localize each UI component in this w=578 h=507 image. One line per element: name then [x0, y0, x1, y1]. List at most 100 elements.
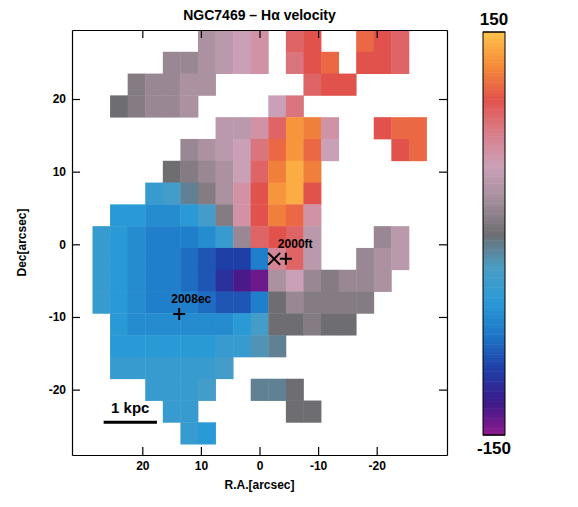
colorbar-strip — [483, 160, 505, 164]
heat-cell — [163, 52, 181, 74]
heat-cell — [286, 117, 304, 139]
heat-cell — [216, 313, 234, 335]
heat-cell — [198, 422, 216, 444]
colorbar-strip — [483, 82, 505, 86]
tick — [201, 30, 202, 38]
heat-cell — [198, 204, 216, 226]
colorbar-strip — [483, 39, 505, 43]
colorbar-strip — [483, 432, 505, 436]
heat-cell — [374, 226, 392, 248]
heat-cell — [93, 226, 111, 248]
colorbar-strip — [483, 324, 505, 328]
tick-mark — [318, 30, 319, 38]
heat-cell — [286, 204, 304, 226]
colorbar-strip — [483, 348, 505, 352]
tick: -20 — [49, 383, 80, 397]
tick-mark — [72, 317, 80, 318]
colorbar-strip — [483, 190, 505, 194]
plot-area — [93, 30, 427, 445]
heat-cell — [145, 204, 163, 226]
x-axis-title: R.A.[arcsec] — [224, 478, 294, 492]
heat-cell — [198, 161, 216, 183]
tick-mark — [377, 447, 378, 455]
colorbar-strip — [483, 428, 505, 432]
heat-cell — [409, 117, 427, 139]
colorbar-strip — [483, 210, 505, 214]
colorbar-strip — [483, 153, 505, 157]
heat-cell — [268, 292, 286, 314]
heat-cell — [110, 226, 128, 248]
colorbar-strip — [483, 358, 505, 362]
heat-cell — [145, 313, 163, 335]
heat-cell — [374, 248, 392, 270]
colorbar-strip — [483, 297, 505, 301]
colorbar-strip — [483, 405, 505, 409]
heat-cell — [216, 52, 234, 74]
colorbar-strip — [483, 291, 505, 295]
colorbar-strip — [483, 223, 505, 227]
colorbar-strip — [483, 156, 505, 160]
tick — [439, 244, 447, 245]
heat-cell — [321, 52, 339, 74]
colorbar-strip — [483, 388, 505, 392]
heat-cell — [216, 357, 234, 379]
tick-mark — [318, 447, 319, 455]
colorbar-strip — [483, 254, 505, 258]
heat-cell — [286, 183, 304, 205]
heat-cell — [110, 95, 128, 117]
colorbar-strip — [483, 294, 505, 298]
heat-cell — [180, 401, 198, 423]
cells — [93, 30, 427, 445]
heat-cell — [303, 204, 321, 226]
colorbar-strip — [483, 89, 505, 93]
colorbar-strip — [483, 49, 505, 53]
heat-cell — [374, 270, 392, 292]
heat-cell — [233, 30, 251, 52]
tick-mark — [439, 244, 447, 245]
tick: -10 — [49, 310, 80, 324]
heat-cell — [268, 183, 286, 205]
heat-cell — [286, 270, 304, 292]
tick — [439, 390, 447, 391]
colorbar-strip — [483, 277, 505, 281]
colorbar-strip — [483, 69, 505, 73]
heat-cell — [251, 335, 269, 357]
colorbar-strip — [483, 220, 505, 224]
tick-mark — [142, 447, 143, 455]
heat-cell — [180, 95, 198, 117]
heat-cell — [163, 95, 181, 117]
heat-cell — [163, 270, 181, 292]
heat-cell — [216, 183, 234, 205]
heat-cell — [233, 226, 251, 248]
heat-cell — [303, 248, 321, 270]
colorbar-strip — [483, 213, 505, 217]
heat-cell — [145, 95, 163, 117]
colorbar-strip — [483, 116, 505, 120]
heat-cell — [303, 183, 321, 205]
colorbar-strip — [483, 257, 505, 261]
heat-cell — [233, 204, 251, 226]
colorbar-frame — [483, 32, 505, 435]
annotation-label: 2000ft — [278, 237, 313, 251]
heat-cell — [339, 292, 357, 314]
heat-cell — [128, 204, 146, 226]
heat-cell — [216, 248, 234, 270]
heat-cell — [251, 248, 269, 270]
heat-cell — [216, 270, 234, 292]
heat-cell — [321, 74, 339, 96]
tick-label: 20 — [136, 459, 150, 473]
tick — [439, 317, 447, 318]
heat-cell — [233, 139, 251, 161]
heat-cell — [251, 292, 269, 314]
heat-cell — [198, 226, 216, 248]
colorbar-strip — [483, 301, 505, 305]
y-axis-title: Dec[arcsec] — [15, 208, 29, 276]
tick-label: -20 — [369, 459, 387, 473]
colorbar-strip — [483, 86, 505, 90]
heat-cell — [251, 379, 269, 401]
colorbar-strip — [483, 103, 505, 107]
heat-cell — [268, 95, 286, 117]
colorbar-strip — [483, 364, 505, 368]
heat-cell — [180, 422, 198, 444]
colorbar-strip — [483, 415, 505, 419]
